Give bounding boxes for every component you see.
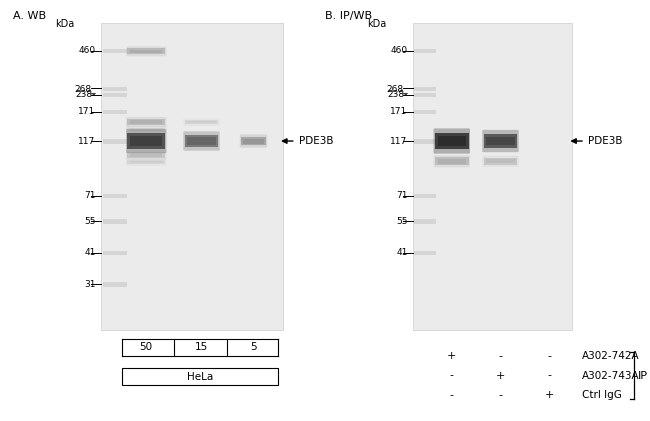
FancyBboxPatch shape (183, 118, 220, 126)
Bar (131, 120, 162, 124)
Text: 117: 117 (78, 136, 96, 146)
Text: 460: 460 (391, 46, 408, 55)
Bar (131, 153, 162, 157)
Text: kDa: kDa (367, 19, 387, 29)
FancyBboxPatch shape (240, 134, 267, 148)
Text: A302-742A: A302-742A (582, 351, 640, 361)
Bar (127, 119, 165, 125)
Bar (185, 120, 218, 124)
Bar (484, 133, 517, 148)
Bar (131, 128, 162, 131)
Text: -: - (499, 390, 502, 400)
Bar (131, 50, 162, 53)
Bar (122, 368, 278, 385)
Bar (414, 251, 436, 255)
Bar (103, 139, 127, 144)
Bar (103, 87, 127, 91)
Text: +: + (545, 390, 554, 400)
Bar (241, 137, 266, 145)
Text: 268_: 268_ (74, 84, 96, 93)
Text: 238-: 238- (75, 90, 96, 99)
Bar (103, 251, 127, 255)
Bar (103, 110, 127, 114)
Bar (414, 194, 436, 198)
Text: 171: 171 (78, 107, 96, 116)
Bar (127, 160, 165, 164)
FancyBboxPatch shape (434, 128, 470, 154)
Text: 460: 460 (79, 46, 96, 55)
Text: 50: 50 (140, 342, 153, 352)
Text: B. IP/WB: B. IP/WB (325, 11, 372, 21)
Bar (187, 137, 216, 145)
Bar (484, 158, 517, 165)
Text: -: - (450, 370, 454, 381)
Bar (486, 136, 515, 145)
Text: IP: IP (638, 370, 648, 381)
Bar (243, 139, 264, 144)
Bar (486, 159, 515, 163)
Text: -: - (499, 351, 502, 361)
Text: -: - (547, 370, 551, 381)
Bar (103, 93, 127, 97)
Bar (103, 49, 127, 53)
Bar (103, 194, 127, 198)
Bar (101, 23, 283, 330)
FancyBboxPatch shape (482, 156, 519, 167)
Bar (127, 128, 165, 132)
Text: kDa: kDa (55, 19, 75, 29)
Bar (131, 161, 162, 163)
FancyBboxPatch shape (434, 155, 470, 168)
Bar (414, 87, 436, 91)
Bar (435, 157, 469, 165)
Text: +: + (496, 370, 505, 381)
Text: -: - (547, 351, 551, 361)
FancyBboxPatch shape (126, 129, 166, 153)
Text: HeLa: HeLa (187, 372, 213, 382)
FancyBboxPatch shape (183, 131, 220, 151)
Text: A302-743A: A302-743A (582, 370, 640, 381)
Text: 55: 55 (84, 216, 96, 226)
Text: A. WB: A. WB (13, 11, 46, 21)
Bar (103, 282, 127, 287)
Bar (413, 23, 572, 330)
Text: 41: 41 (396, 248, 408, 257)
Bar (414, 93, 436, 97)
FancyBboxPatch shape (126, 150, 166, 160)
Bar (414, 110, 436, 114)
Text: PDE3B: PDE3B (299, 136, 333, 146)
Text: 238-: 238- (387, 90, 408, 99)
Bar (435, 133, 469, 149)
Bar (131, 136, 162, 146)
Bar (414, 49, 436, 53)
Text: Ctrl IgG: Ctrl IgG (582, 390, 621, 400)
Bar (103, 219, 127, 224)
Bar (127, 152, 165, 158)
Text: 55: 55 (396, 216, 408, 226)
Text: 41: 41 (84, 248, 96, 257)
Bar (414, 139, 436, 144)
Text: 71: 71 (84, 191, 96, 200)
Bar (437, 136, 466, 146)
Bar (437, 159, 466, 163)
Text: 15: 15 (195, 342, 208, 352)
Text: 5: 5 (250, 342, 257, 352)
FancyBboxPatch shape (126, 46, 166, 56)
Text: 31: 31 (84, 280, 96, 289)
Text: +: + (447, 351, 456, 361)
Text: 71: 71 (396, 191, 408, 200)
Text: PDE3B: PDE3B (588, 136, 623, 146)
Bar (414, 219, 436, 224)
Text: -: - (450, 390, 454, 400)
Bar (127, 48, 165, 54)
FancyBboxPatch shape (126, 117, 166, 127)
FancyBboxPatch shape (126, 126, 166, 133)
FancyBboxPatch shape (482, 130, 519, 152)
Text: 268_: 268_ (386, 84, 408, 93)
Bar (127, 133, 165, 149)
Bar (185, 135, 218, 147)
FancyBboxPatch shape (126, 158, 166, 166)
Bar (187, 121, 216, 123)
Text: 171: 171 (390, 107, 408, 116)
Text: 117: 117 (390, 136, 408, 146)
